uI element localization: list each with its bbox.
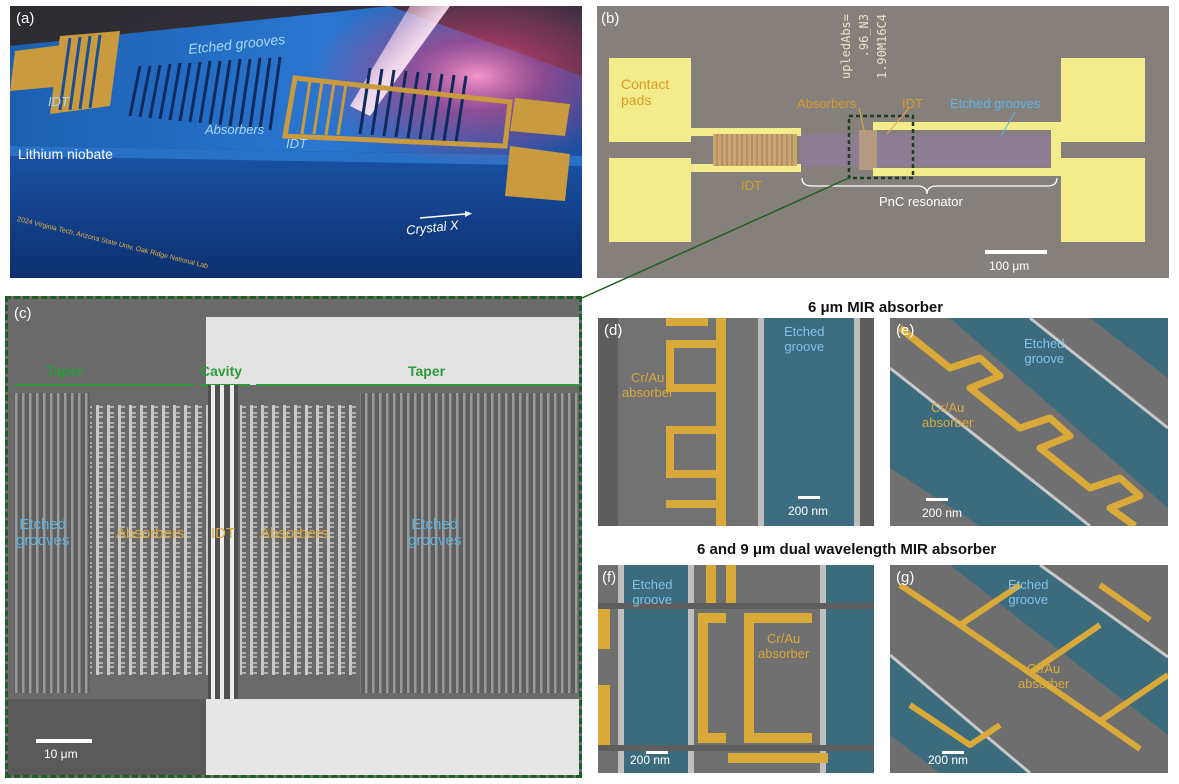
scale-bar-label-f: 200 nm [630, 753, 671, 767]
idt-label-b-left: IDT [741, 178, 762, 193]
panel-a-label: (a) [16, 10, 35, 27]
contact-pad-bottom-right [1061, 158, 1145, 242]
panel-c-label: (c) [14, 305, 32, 322]
contact-pad-top-right [1061, 58, 1145, 142]
absorber-label-d: Cr/Au absorber [622, 370, 674, 400]
idt-right-label: IDT [286, 136, 307, 151]
panel-b-label: (b) [601, 10, 620, 27]
groove-label-g: Etched groove [1008, 577, 1049, 607]
idt-label-b-top: IDT [902, 96, 923, 111]
optical-micrograph [609, 58, 1145, 254]
cavity-label: Cavity [200, 363, 243, 379]
heading-6um-absorber: 6 μm MIR absorber [808, 299, 944, 316]
absorbers-left-label: Absorbers [116, 525, 185, 542]
panel-g-sem: (g) Etched groove Cr/Au absorber 200 nm [890, 565, 1168, 773]
taper-left-label: Taper [46, 363, 84, 379]
absorbers-label-b: Absorbers [797, 96, 857, 111]
heading-dual-absorber: 6 and 9 μm dual wavelength MIR absorber [697, 541, 997, 558]
absorber-label-f: Cr/Au absorber [758, 631, 810, 661]
panel-f-sem: (f) Etched groove Cr/Au absorber 200 nm [598, 565, 874, 773]
sem-dual-tilted-view [890, 565, 1168, 773]
idt-left-label: IDT [48, 94, 69, 109]
panel-b-micrograph: (b) 1.90M16C4 .96_N3 upledAbs= Contact p… [597, 6, 1169, 278]
scale-bar-label-g: 200 nm [928, 753, 969, 767]
panel-d-sem: (d) Cr/Au absorber Etched groove 200 nm [598, 318, 874, 526]
panel-c-sem: (c) Taper Cavity Taper Etched grooves Ab… [5, 296, 582, 778]
groove-label-e: Etched groove [1024, 336, 1065, 366]
idt-label-c: IDT [211, 525, 236, 542]
sem-6um-top-view [618, 318, 860, 526]
contact-pads-label: Contact pads [621, 76, 670, 108]
absorbers-right-label: Absorbers [260, 525, 329, 542]
etched-grooves-right-label: Etched grooves [408, 516, 462, 549]
absorbers-label: Absorbers [205, 122, 265, 137]
pnc-resonator-label: PnC resonator [879, 194, 963, 209]
lithium-niobate-label: Lithium niobate [18, 146, 113, 162]
etched-grooves-label-b: Etched grooves [950, 96, 1041, 111]
sem-overview [8, 299, 579, 775]
scale-bar-label-d: 200 nm [788, 504, 829, 518]
groove-label-f: Etched groove [632, 577, 673, 607]
taper-right-label: Taper [408, 363, 446, 379]
panel-e-label: (e) [896, 322, 915, 339]
scale-bar-label-e: 200 nm [922, 506, 963, 520]
panel-f-label: (f) [602, 569, 617, 586]
contact-pad-top-left [609, 58, 691, 142]
scale-bar-label-b: 100 μm [989, 259, 1030, 273]
panel-g-label: (g) [896, 569, 915, 586]
panel-d-label: (d) [604, 322, 623, 339]
absorber-label-e: Cr/Au absorber [922, 400, 974, 430]
sem-dual-top-view [598, 565, 874, 773]
groove-label-d: Etched groove [784, 324, 825, 354]
etched-grooves-left-label: Etched grooves [16, 516, 70, 549]
contact-pad-bottom-left [609, 158, 691, 242]
panel-e-sem: (e) Etched groove Cr/Au absorber 200 nm [890, 318, 1168, 526]
device-3d-rendering [10, 6, 582, 278]
scale-bar-label-c: 10 μm [44, 747, 78, 761]
panel-a-illustration: (a) Etched grooves IDT Absorbers IDT Lit… [10, 6, 582, 278]
absorber-label-g: Cr/Au absorber [1018, 661, 1070, 691]
sem-6um-tilted-view [890, 318, 1168, 526]
